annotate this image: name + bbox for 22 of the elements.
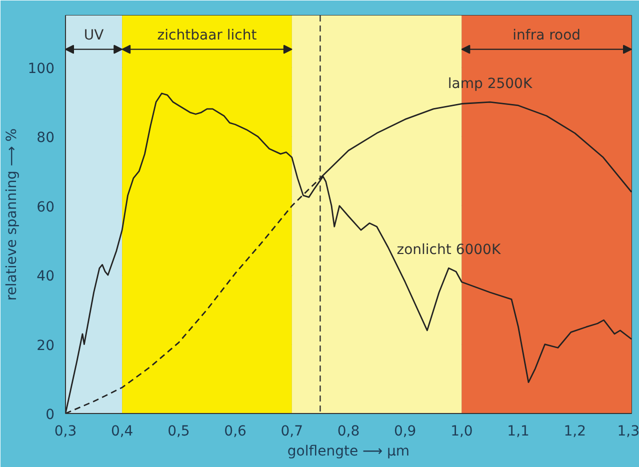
x-tick-label: 1,2 <box>564 424 586 440</box>
band-label: zichtbaar licht <box>157 27 258 44</box>
x-axis-title: golflengte ⟶ µm <box>287 444 410 460</box>
x-tick-label: 0,7 <box>280 424 304 440</box>
band-label: infra rood <box>512 27 581 44</box>
x-tick-label: 0,8 <box>337 424 360 440</box>
y-tick-label: 80 <box>36 130 55 146</box>
y-tick-label: 20 <box>36 338 55 354</box>
x-tick-label: 0,3 <box>54 424 77 440</box>
y-tick-label: 40 <box>36 268 55 285</box>
y-axis-title: relatieve spanning ⟶ % <box>4 128 20 301</box>
y-tick-label: 100 <box>28 60 55 77</box>
y-tick-label: 0 <box>46 407 55 423</box>
y-tick-label: 60 <box>36 199 55 216</box>
x-tick-label: 1,0 <box>450 424 473 440</box>
x-tick-label: 0,6 <box>224 424 247 440</box>
x-tick-label: 0,4 <box>110 424 134 440</box>
x-tick-label: 1,1 <box>507 424 530 440</box>
x-tick-label: 0,9 <box>394 424 416 440</box>
x-tick-label: 0,5 <box>168 424 190 440</box>
band-label: UV <box>84 27 104 44</box>
x-tick-label: 1,3 <box>617 424 639 440</box>
